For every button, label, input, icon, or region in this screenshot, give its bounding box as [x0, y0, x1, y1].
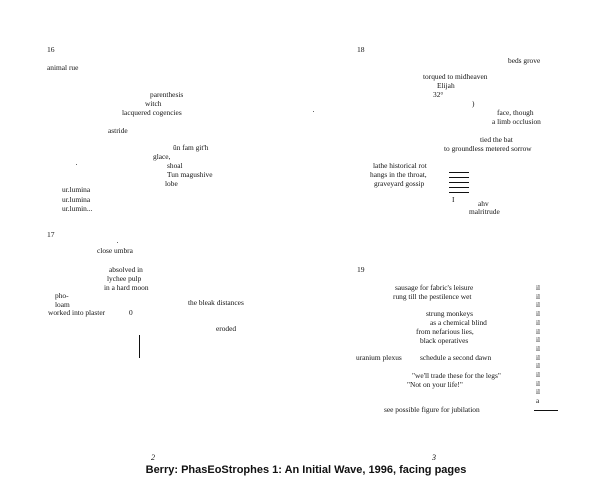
poem-line: "Not on your life!": [407, 380, 463, 389]
poem-line: 32°: [433, 90, 444, 99]
il-marker: a: [536, 397, 540, 406]
poem-line: a limb occlusion: [492, 117, 541, 126]
il-marker: il: [536, 292, 540, 301]
poem-line: graveyard gossip: [374, 179, 425, 188]
poem-line: lacquered cogencies: [122, 108, 182, 117]
poem-line: beds grove: [508, 56, 541, 65]
poem-line: parenthesis: [150, 90, 184, 99]
page-number-right: 3: [432, 453, 436, 462]
il-marker: il: [536, 344, 540, 353]
poem-line: ur.lumina: [62, 185, 91, 194]
poem-line: see possible figure for jubilation: [384, 405, 480, 414]
poem-line: ūn fam git'h: [173, 143, 209, 152]
poem-line: ur.lumin...: [62, 204, 93, 213]
poem-line: in a hard moon: [104, 283, 149, 292]
section-number-18: 18: [357, 45, 365, 54]
poem-line: rung till the pestilence wet: [393, 292, 472, 301]
il-marker: il: [536, 284, 540, 292]
poem-line: from nefarious lies,: [416, 327, 474, 336]
poem-line: black operatives: [420, 336, 469, 345]
poem-line: to groundless metered sorrow: [444, 144, 532, 153]
poem-line: tied the bat: [480, 135, 513, 144]
il-marker: il: [536, 318, 540, 327]
ink-speck: [117, 242, 118, 243]
figure-caption: Berry: PhasEoStrophes 1: An Initial Wave…: [145, 464, 467, 476]
poem-line: malritrude: [469, 207, 500, 216]
poem-line: strung monkeys: [426, 309, 474, 318]
poem-line: 0: [129, 308, 133, 317]
vertical-bar: [139, 335, 141, 358]
poem-line: astride: [108, 126, 128, 135]
il-marker: il: [536, 388, 540, 397]
bottom-rule: [534, 410, 558, 411]
poem-line: Elijah: [437, 81, 455, 90]
il-marker: il: [536, 310, 540, 319]
il-marker: il: [536, 327, 540, 336]
il-marker: il: [536, 371, 540, 379]
poem-line: "we'll trade these for the legs": [412, 371, 501, 380]
il-marker: il: [536, 379, 540, 388]
il-marker: il: [536, 362, 540, 371]
poem-line: schedule a second dawn: [420, 353, 492, 362]
section-number-17: 17: [47, 230, 55, 239]
stacked-rule: [449, 192, 469, 193]
il-marker: il: [536, 301, 540, 310]
stacked-rule: [449, 182, 469, 183]
poem-line: worked into plaster: [48, 308, 106, 317]
stacked-rule: [449, 177, 469, 178]
poem-line: shoal: [167, 161, 183, 170]
poem-line: as a chemical blind: [430, 318, 487, 327]
poem-line: I: [452, 195, 455, 204]
poem-line: animal rue: [47, 63, 79, 72]
poem-line: absolved in: [109, 265, 143, 274]
ink-speck: [76, 164, 77, 165]
poem-line: glace,: [153, 152, 171, 161]
poem-line: loam: [55, 300, 70, 309]
page-number-left: 2: [151, 453, 155, 462]
il-marker: il: [536, 336, 540, 345]
poem-line: lychee pulp: [107, 274, 142, 283]
poem-line: ahv: [478, 199, 489, 208]
poem-line: close umbra: [97, 246, 133, 255]
poem-line: sausage for fabric's leisure: [395, 283, 474, 292]
il-marker: il: [536, 353, 540, 362]
poem-line: lobe: [165, 179, 178, 188]
poem-line: hangs in the throat,: [370, 170, 427, 179]
poem-line: face, though: [497, 108, 534, 117]
poem-line: pho-: [55, 291, 69, 300]
poem-line: ): [472, 99, 475, 108]
poem-line: Tun magushive: [167, 170, 213, 179]
stacked-rule: [449, 187, 469, 188]
stacked-rule: [449, 172, 469, 173]
poem-line: the bleak distances: [188, 298, 244, 307]
section-number-16: 16: [47, 45, 55, 54]
poem-line: uranium plexus: [356, 353, 402, 362]
poem-line: torqued to midheaven: [423, 72, 488, 81]
section-number-19: 19: [357, 265, 365, 274]
poem-line: ur.lumina: [62, 195, 91, 204]
poem-line: witch: [145, 99, 162, 108]
poem-line: eroded: [216, 324, 237, 333]
ink-speck: [313, 111, 314, 112]
poem-line: lathe historical rot: [373, 161, 427, 170]
